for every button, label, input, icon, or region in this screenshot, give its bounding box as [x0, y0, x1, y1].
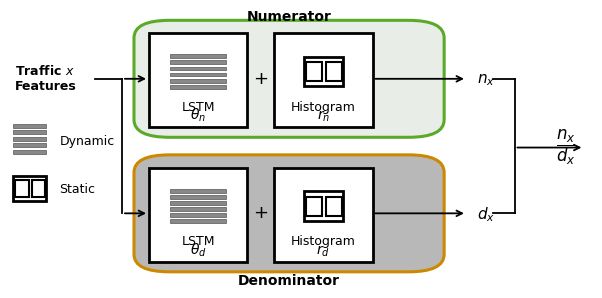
Text: Histogram: Histogram	[291, 235, 356, 249]
Bar	[274, 33, 373, 127]
Bar	[13, 124, 46, 128]
Text: Denominator: Denominator	[238, 274, 340, 288]
Bar	[15, 180, 29, 197]
Bar	[170, 189, 226, 193]
Bar	[326, 196, 341, 215]
Bar	[170, 195, 226, 199]
Text: Dynamic: Dynamic	[60, 135, 115, 148]
Text: Histogram: Histogram	[291, 101, 356, 114]
Text: Traffic $x$
Features: Traffic $x$ Features	[14, 64, 76, 93]
Bar	[326, 62, 341, 81]
Text: $\dfrac{n_x}{d_x}$: $\dfrac{n_x}{d_x}$	[556, 128, 576, 167]
Text: $d_x$: $d_x$	[477, 205, 495, 224]
Text: +: +	[253, 204, 268, 222]
Bar	[13, 150, 46, 153]
Bar	[149, 168, 247, 262]
Text: LSTM: LSTM	[181, 101, 215, 114]
Bar	[306, 62, 322, 81]
Bar	[306, 196, 322, 215]
Bar	[170, 213, 226, 217]
Bar	[170, 201, 226, 205]
Bar	[170, 85, 226, 89]
Text: Static: Static	[60, 184, 96, 196]
Bar	[274, 168, 373, 262]
Text: +: +	[253, 70, 268, 88]
FancyBboxPatch shape	[134, 155, 444, 272]
Bar	[31, 180, 45, 197]
Bar	[170, 66, 226, 70]
Bar	[170, 207, 226, 211]
Text: $\theta_d$: $\theta_d$	[190, 241, 206, 259]
Bar	[170, 54, 226, 58]
Bar	[13, 137, 46, 141]
Bar	[13, 176, 46, 201]
Bar	[304, 57, 343, 86]
Bar	[13, 143, 46, 147]
Bar	[170, 73, 226, 77]
Bar	[170, 60, 226, 64]
Text: $n_x$: $n_x$	[477, 72, 495, 88]
Text: $r_n$: $r_n$	[317, 109, 330, 124]
Bar	[304, 191, 343, 221]
Bar	[149, 33, 247, 127]
Text: $r_d$: $r_d$	[317, 243, 330, 259]
Bar	[13, 131, 46, 134]
Bar	[170, 79, 226, 83]
Text: Numerator: Numerator	[247, 10, 332, 24]
FancyBboxPatch shape	[134, 20, 444, 137]
Text: $\theta_n$: $\theta_n$	[190, 107, 206, 124]
Bar	[170, 219, 226, 223]
Text: LSTM: LSTM	[181, 235, 215, 249]
